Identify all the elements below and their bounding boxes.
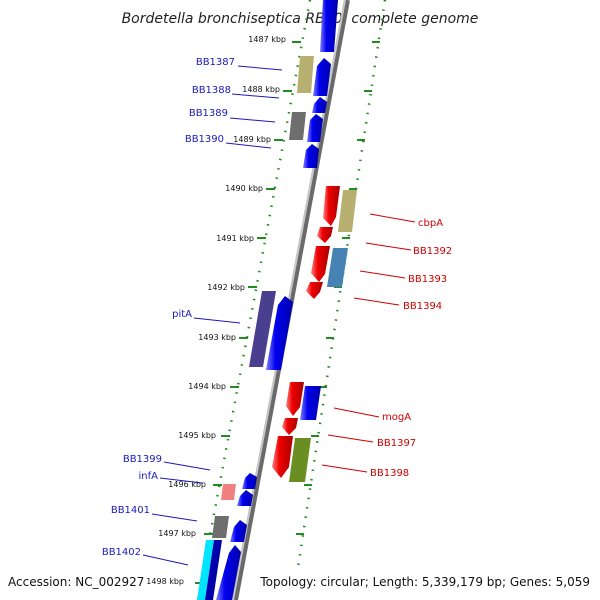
right-gene-labels: cbpA BB1392 BB1393 BB1394 mogA BB1397 BB… [370,218,452,479]
forward-strand-features [197,0,338,600]
callout-line-bb1392 [365,242,412,251]
gene-feature-pita[interactable] [266,296,293,370]
gene-feature-moga-fwd[interactable] [300,386,321,420]
callout-line-pita [193,317,241,324]
gene-feature-bb1388[interactable] [312,97,327,113]
tick-label: 1487 kbp [248,35,286,44]
gene-feature-bb1394[interactable] [306,282,323,299]
reverse-strand-features [272,186,357,482]
gene-label[interactable]: BB1387 [196,57,235,68]
callout-line-bb1393 [359,270,406,279]
tick-label: 1493 kbp [198,333,236,342]
gene-label[interactable]: BB1394 [403,301,442,312]
callout-line-bb1401 [151,513,198,522]
right-callouts [321,213,416,473]
tick-label: 1497 kbp [158,529,196,538]
callout-line-bb1390 [225,142,272,149]
callout-line-bb1399 [163,461,211,471]
left-gene-labels: BB1387 BB1388 BB1389 BB1390 pitA BB1399 … [102,57,235,558]
gene-feature-cbpa-khaki[interactable] [338,190,357,232]
gene-label[interactable]: BB1398 [370,468,409,479]
gene-label[interactable]: pitA [172,309,192,320]
gene-feature-bb1397[interactable] [282,418,298,435]
genome-backbone [232,0,350,600]
gene-feature-bb1398-olive[interactable] [289,438,311,482]
gene-label[interactable]: BB1390 [185,134,224,145]
gene-label[interactable]: BB1401 [111,505,150,516]
tick-label: 1496 kbp [168,480,206,489]
gene-feature-bb1393-steel[interactable] [327,248,348,287]
callout-line-bb1388 [231,93,280,99]
gene-label[interactable]: BB1399 [123,454,162,465]
gene-feature-bb1392[interactable] [317,227,333,243]
accession-text: Accession: NC_002927 [8,575,144,589]
gene-feature-bb1402[interactable] [216,545,241,600]
gene-feature-pita-slate[interactable] [249,291,276,367]
callout-line-bb1398 [321,464,368,473]
gene-feature-bb1401[interactable] [230,520,247,542]
genome-summary-text: Topology: circular; Length: 5,339,179 bp… [259,575,590,589]
gene-feature-bb1398[interactable] [272,436,293,478]
gene-label[interactable]: BB1392 [413,246,452,257]
footer-background [0,570,146,594]
tick-label: 1491 kbp [216,234,254,243]
callout-line-bb1402 [142,554,189,566]
gene-feature-bb1387[interactable] [313,58,331,96]
tick-label: 1489 kbp [233,135,271,144]
gene-label[interactable]: cbpA [418,218,443,229]
footer-background [258,570,600,594]
gene-feature-bb1402-dark[interactable] [205,540,222,600]
gene-feature-top[interactable] [320,0,338,52]
tick-label: 1492 kbp [207,283,245,292]
tick-labels: 1487 kbp 1488 kbp 1489 kbp 1490 kbp 1491… [146,35,286,586]
gene-feature-bb1389-gray[interactable] [289,112,306,140]
callout-line-bb1397 [327,434,374,443]
left-callouts [142,65,283,566]
gene-feature-bb1401-gray[interactable] [212,516,229,538]
tick-label: 1495 kbp [178,431,216,440]
tick-label: 1490 kbp [225,184,263,193]
tick-label: 1498 kbp [146,577,184,586]
callout-line-infa [159,477,203,484]
gene-label[interactable]: infA [139,471,159,482]
gene-label[interactable]: BB1389 [189,108,228,119]
gene-label[interactable]: BB1402 [102,547,141,558]
gene-label[interactable]: BB1397 [377,438,416,449]
gene-feature-bb1389[interactable] [307,114,323,142]
gene-feature-bb1387-khaki[interactable] [297,56,314,93]
gene-feature-infa-top[interactable] [242,473,257,489]
tick-label: 1494 kbp [188,382,226,391]
callout-line-bb1387 [237,65,283,71]
callout-line-moga [333,407,380,418]
outer-scale-line [196,0,312,600]
gene-feature-bb1393[interactable] [311,246,330,282]
gene-feature-cbpa[interactable] [323,186,340,226]
gene-feature-moga[interactable] [286,382,304,416]
gene-feature-infa-pink[interactable] [221,484,236,500]
gene-feature-bb1402-cyan[interactable] [197,540,214,600]
callout-line-bb1389 [229,117,276,123]
map-title: Bordetella bronchiseptica RB50, complete… [122,11,479,27]
gene-label[interactable]: BB1393 [408,274,447,285]
callout-line-bb1394 [353,297,400,306]
gene-label[interactable]: BB1388 [192,85,231,96]
gene-feature-infa[interactable] [237,490,253,506]
gene-feature-bb1390[interactable] [303,144,319,168]
callout-line-cbpa [369,213,416,223]
tick-label: 1488 kbp [242,85,280,94]
gene-label[interactable]: mogA [382,412,411,423]
